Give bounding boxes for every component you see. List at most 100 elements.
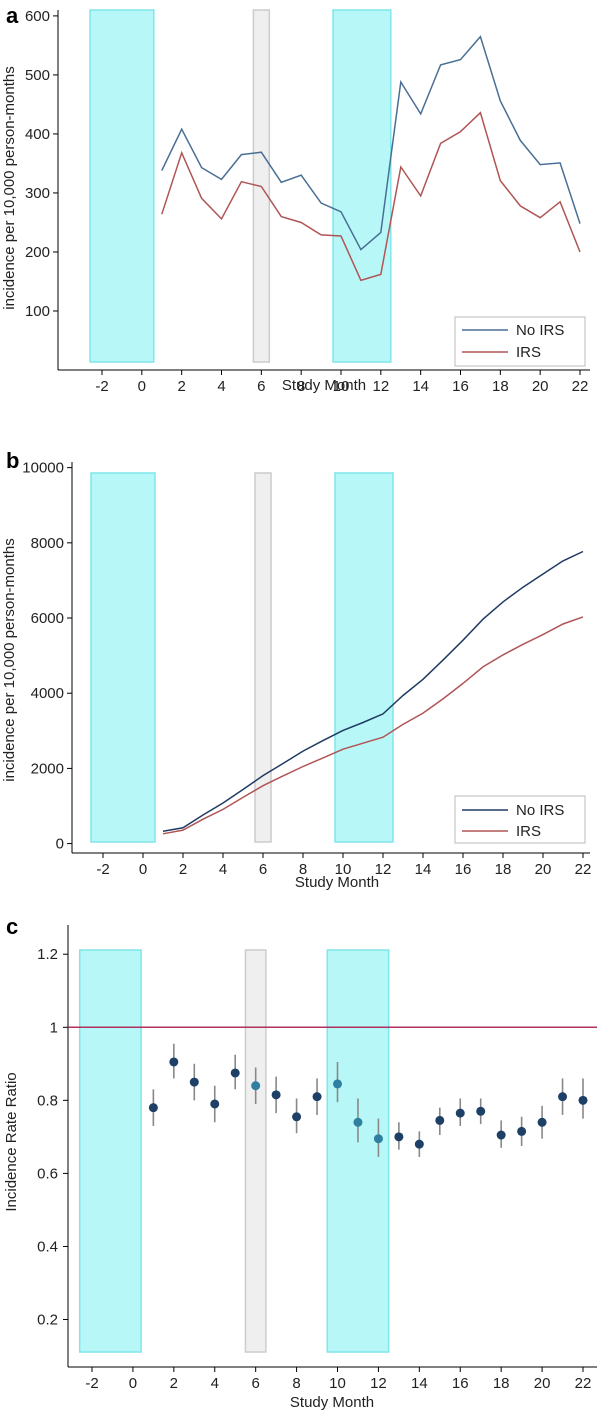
panel-c-x-tick-label: 4	[211, 1375, 219, 1392]
panel-a-y-title: incidence per 10,000 person-months	[1, 66, 18, 310]
panel-a-x-tick-label: 2	[177, 378, 185, 395]
panel-c-y-tick-label: 0.6	[37, 1165, 58, 1182]
panel-a-x-tick-label: 18	[492, 378, 509, 395]
panel-c-point	[455, 1108, 465, 1118]
panel-c-point	[148, 1103, 158, 1113]
panel-b-x-ticks: -2 0 2 4 6 8 10 12 14 16 18 20 22	[96, 853, 591, 878]
panel-c-point	[189, 1077, 199, 1087]
panel-c-x-tick-label: 6	[251, 1375, 259, 1392]
panel-c-band-2	[244, 949, 267, 1353]
panel-a-lines	[161, 35, 581, 282]
panel-c-y-tick-label: 0.4	[37, 1238, 58, 1255]
panel-a-band-3	[332, 9, 392, 363]
panel-c-x-tick-label: 2	[170, 1375, 178, 1392]
panel-c-point	[435, 1115, 445, 1125]
panel-c-x-ticks: -2 0 2 4 6 8 10 12 14 16 18 20 22	[85, 1367, 591, 1392]
panel-b-legend-no-irs: No IRS	[516, 802, 564, 819]
panel-b-x-tick-label: 12	[375, 861, 392, 878]
panel-c-point	[394, 1132, 404, 1142]
panel-c-point	[230, 1068, 240, 1078]
panel-b: b 0 2000 4000 6000 8000 10000 -2 0 2 4 6 8 10 12 14 16…	[1, 448, 591, 891]
panel-b-bands	[90, 472, 394, 843]
panel-a-label: a	[6, 3, 19, 28]
panel-c-x-title: Study Month	[290, 1394, 374, 1411]
panel-b-x-tick-label: 22	[575, 861, 592, 878]
panel-a-x-tick-label: 10	[333, 378, 350, 395]
panel-a-x-tick-label: -2	[95, 378, 108, 395]
panel-a-y-tick-label: 100	[25, 303, 50, 320]
panel-c-point	[496, 1130, 506, 1140]
panel-c-point	[373, 1134, 383, 1144]
panel-b-x-tick-label: 6	[259, 861, 267, 878]
panel-b-x-tick-label: -2	[96, 861, 109, 878]
panel-c-y-tick-label: 1	[50, 1019, 58, 1036]
panel-b-band-3	[334, 472, 394, 843]
panel-b-legend-irs: IRS	[516, 823, 541, 840]
panel-c-x-tick-label: -2	[85, 1375, 98, 1392]
panel-c-y-ticks: 0.2 0.4 0.6 0.8 1 1.2	[37, 946, 68, 1329]
panel-a-x-tick-label: 14	[412, 378, 429, 395]
panel-c-point	[476, 1106, 486, 1116]
panel-c-y-tick-label: 0.8	[37, 1092, 58, 1109]
panel-a-x-tick-label: 12	[372, 378, 389, 395]
panel-c-point	[292, 1112, 302, 1122]
panel-a-x-title: Study Month	[282, 377, 366, 394]
panel-c-point	[558, 1092, 568, 1102]
panel-b-x-tick-label: 10	[335, 861, 352, 878]
panel-c-y-tick-label: 1.2	[37, 946, 58, 963]
panel-c-point	[210, 1099, 220, 1109]
panel-b-x-tick-label: 8	[299, 861, 307, 878]
panel-a-series-irs-line	[161, 111, 581, 282]
panel-b-y-ticks: 0 2000 4000 6000 8000 10000	[22, 460, 72, 853]
panel-c-x-tick-label: 22	[575, 1375, 592, 1392]
panel-c-point	[353, 1117, 363, 1127]
panel-a-x-tick-label: 8	[297, 378, 305, 395]
panel-b-y-tick-label: 4000	[31, 685, 64, 702]
panel-a-band-1	[89, 9, 155, 363]
panel-a-legend-box	[454, 316, 586, 367]
panel-c-point	[169, 1057, 179, 1067]
panel-c-x-tick-label: 18	[493, 1375, 510, 1392]
panel-b-x-title: Study Month	[295, 874, 379, 891]
panel-a-x-tick-label: 6	[257, 378, 265, 395]
panel-c-point	[312, 1092, 322, 1102]
panel-b-x-tick-label: 0	[139, 861, 147, 878]
panel-c-x-tick-label: 10	[329, 1375, 346, 1392]
panel-c-x-tick-label: 20	[534, 1375, 551, 1392]
panel-b-x-tick-label: 18	[495, 861, 512, 878]
panel-c-x-tick-label: 8	[292, 1375, 300, 1392]
panel-a-x-tick-label: 0	[138, 378, 146, 395]
panel-b-y-tick-label: 0	[56, 836, 64, 853]
panel-c-point	[271, 1090, 281, 1100]
panel-c-x-tick-label: 0	[129, 1375, 137, 1392]
panel-a-y-tick-label: 600	[25, 8, 50, 25]
panel-a: a 100 200 300 400 500 600 -2 0 2 4 6 8 10 12 14 16 18 20…	[1, 3, 590, 395]
panel-c: c 0.2 0.4 0.6 0.8 1 1.2 -2 0 2 4 6 8 10 12 14 16 18 20 22…	[3, 914, 597, 1411]
panel-b-x-tick-label: 14	[415, 861, 432, 878]
panel-c-point	[414, 1139, 424, 1149]
panel-c-point	[517, 1126, 527, 1136]
panel-c-y-tick-label: 0.2	[37, 1312, 58, 1329]
panel-a-x-tick-label: 4	[217, 378, 225, 395]
panel-a-y-ticks: 100 200 300 400 500 600	[25, 8, 58, 320]
panel-c-x-tick-label: 14	[411, 1375, 428, 1392]
panel-c-point	[578, 1095, 588, 1105]
panel-a-legend: No IRS IRS	[454, 316, 586, 367]
panel-a-y-tick-label: 500	[25, 67, 50, 84]
panel-b-legend: No IRS IRS	[454, 795, 586, 844]
panel-b-x-tick-label: 2	[179, 861, 187, 878]
panel-a-legend-no-irs: No IRS	[516, 322, 564, 339]
panel-b-lines	[162, 550, 584, 835]
panel-c-points	[148, 1043, 588, 1157]
panel-a-y-tick-label: 200	[25, 244, 50, 261]
panel-c-point	[333, 1079, 342, 1089]
panel-c-band-1	[78, 949, 142, 1353]
panel-b-x-tick-label: 16	[455, 861, 472, 878]
panel-a-x-tick-label: 20	[532, 378, 549, 395]
panel-b-y-title: incidence per 10,000 person-months	[1, 538, 18, 782]
panel-b-series-no-irs-line	[162, 550, 584, 832]
panel-a-x-ticks: -2 0 2 4 6 8 10 12 14 16 18 20 22	[95, 370, 588, 395]
panel-b-y-tick-label: 10000	[22, 460, 64, 477]
panel-b-label: b	[6, 448, 19, 473]
